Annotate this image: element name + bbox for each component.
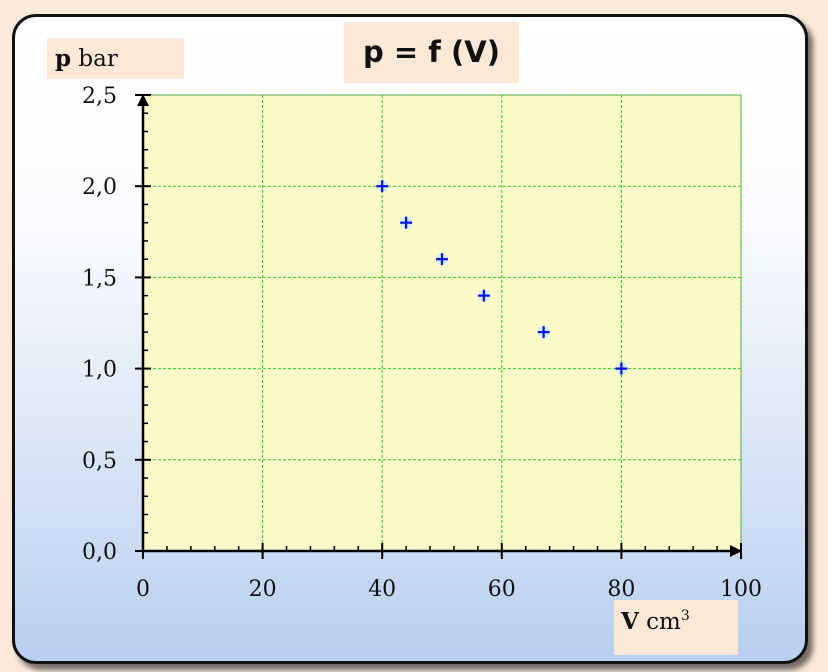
y-tick-label: 1,5	[82, 266, 117, 291]
x-tick-label: 40	[368, 577, 396, 602]
x-axis-arrow	[730, 545, 742, 557]
x-axis-unit-exponent: 3	[680, 608, 690, 624]
y-tick-label: 2,5	[82, 84, 117, 109]
y-tick-label: 0,0	[82, 540, 117, 565]
data-point	[376, 180, 389, 193]
x-tick-label: 100	[720, 577, 762, 602]
data-point	[615, 362, 628, 375]
plot-area	[142, 94, 742, 552]
chart-title-box: p = f (V)	[344, 22, 519, 83]
x-axis-symbol: V	[621, 608, 639, 635]
x-tick-label: 80	[607, 577, 635, 602]
y-axis-symbol: p	[55, 45, 72, 72]
y-axis-label: p bar	[55, 45, 118, 72]
x-tick-label: 20	[249, 577, 277, 602]
x-axis-unit: cm	[646, 609, 681, 635]
x-axis-label: V cm3	[621, 608, 690, 635]
x-axis-label-box: V cm3	[614, 600, 738, 655]
y-axis-arrow	[137, 94, 149, 106]
y-axis-unit: bar	[78, 46, 118, 72]
y-tick-label: 0,5	[82, 449, 117, 474]
data-point	[436, 253, 448, 266]
y-tick-label: 1,0	[82, 358, 117, 383]
data-point	[400, 216, 413, 229]
y-tick-label: 2,0	[82, 175, 117, 200]
chart-title: p = f (V)	[363, 35, 500, 69]
x-tick-label: 0	[136, 577, 150, 602]
y-axis-label-box: p bar	[47, 38, 184, 79]
x-tick-label: 60	[488, 577, 516, 602]
data-point	[537, 326, 550, 339]
data-point	[477, 289, 490, 302]
